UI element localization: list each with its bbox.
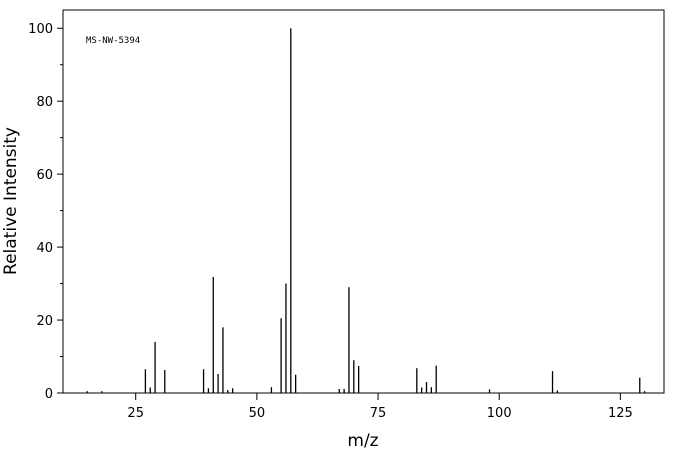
x-tick-label: 75	[370, 406, 387, 421]
y-tick-label: 100	[28, 22, 53, 37]
x-tick-label: 100	[487, 406, 512, 421]
y-tick-label: 60	[36, 168, 53, 183]
x-tick-label: 50	[249, 406, 266, 421]
y-axis-title: Relative Intensity	[1, 127, 21, 275]
x-tick-label: 25	[127, 406, 144, 421]
y-tick-label: 20	[36, 314, 53, 329]
x-axis-title: m/z	[347, 431, 378, 451]
plot-frame	[62, 9, 665, 394]
y-tick-label: 80	[36, 95, 53, 110]
x-tick-label: 125	[608, 406, 633, 421]
y-tick-label: 0	[45, 387, 53, 402]
y-tick-label: 40	[36, 241, 53, 256]
annotation: MS-NW-5394	[86, 36, 140, 46]
